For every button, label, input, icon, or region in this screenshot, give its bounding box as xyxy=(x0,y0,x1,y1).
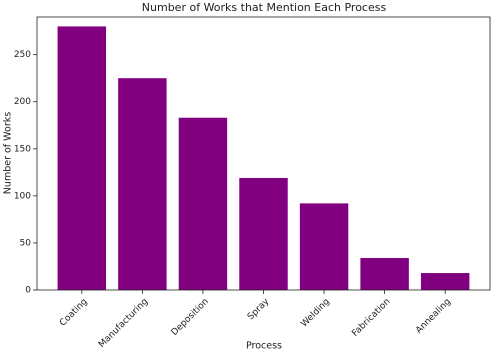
x-tick-label: Welding xyxy=(299,297,332,330)
chart-title: Number of Works that Mention Each Proces… xyxy=(142,1,387,14)
y-tick-label: 100 xyxy=(14,191,31,201)
y-tick-label: 0 xyxy=(25,286,31,296)
y-tick-label: 250 xyxy=(14,50,31,60)
bar xyxy=(57,26,107,291)
x-axis-label: Process xyxy=(246,341,282,352)
x-tick-label: Fabrication xyxy=(350,297,392,339)
bar xyxy=(360,257,409,290)
x-tick-label: Annealing xyxy=(414,297,453,336)
x-tick-label: Spray xyxy=(246,296,272,322)
x-tick-label: Coating xyxy=(58,297,90,329)
bar xyxy=(118,78,167,290)
y-tick-label: 150 xyxy=(14,144,31,154)
y-tick-label: 50 xyxy=(20,238,32,248)
y-tick-label: 200 xyxy=(14,97,31,107)
plot-frame xyxy=(36,16,491,291)
bar xyxy=(420,273,470,290)
y-axis-label: Number of Works xyxy=(3,112,14,194)
bar xyxy=(178,117,228,290)
bar xyxy=(299,203,349,290)
bar xyxy=(239,177,288,290)
x-tick-label: Deposition xyxy=(170,297,211,338)
x-tick-label: Manufacturing xyxy=(97,297,150,350)
